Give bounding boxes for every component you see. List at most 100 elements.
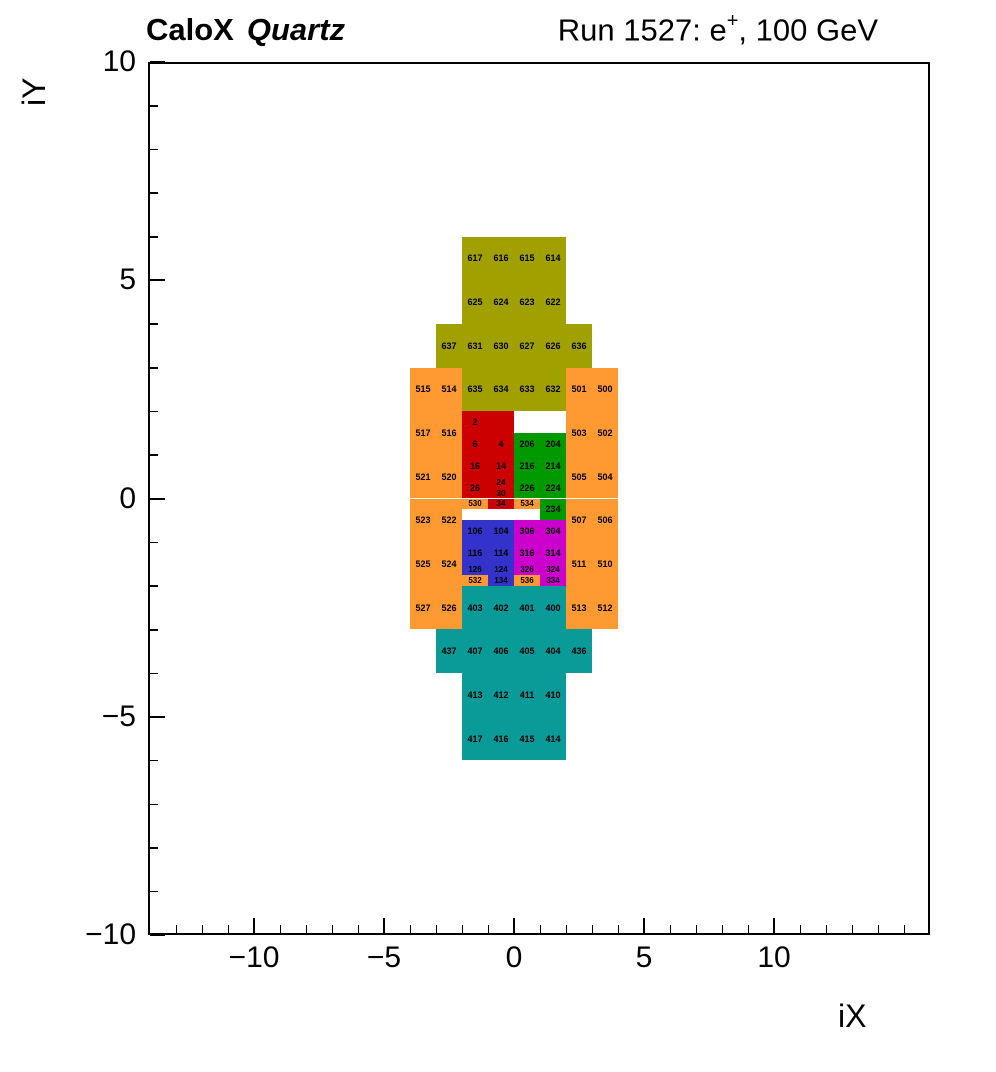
detector-cell-216: 216 [514, 454, 540, 477]
detector-cell-234: 234 [540, 498, 566, 521]
detector-cell-626: 626 [540, 323, 566, 368]
detector-cell-405: 405 [514, 629, 540, 674]
detector-cell-416: 416 [488, 716, 514, 761]
detector-cell-521: 521 [410, 454, 436, 499]
y-axis-minor-tick [150, 628, 158, 631]
detector-cell-515: 515 [410, 367, 436, 412]
y-axis-major-tick [150, 934, 165, 936]
x-axis-minor-tick [565, 925, 568, 933]
x-axis-minor-tick [825, 925, 828, 933]
detector-cell-513: 513 [566, 585, 592, 630]
plot-title-right: Run 1527: e+, 100 GeV [558, 10, 878, 48]
detector-cell-616: 616 [488, 236, 514, 281]
detector-cell-632: 632 [540, 367, 566, 412]
detector-cell-622: 622 [540, 280, 566, 324]
detector-cell-517: 517 [410, 411, 436, 455]
x-axis-minor-tick [461, 925, 464, 933]
y-axis-minor-tick [150, 410, 158, 413]
x-axis-major-tick [253, 918, 255, 933]
detector-cell-411: 411 [514, 673, 540, 717]
detector-name: Quartz [246, 12, 346, 47]
detector-cell-506: 506 [592, 498, 618, 543]
detector-cell-502: 502 [592, 411, 618, 455]
detector-cell-412: 412 [488, 673, 514, 717]
detector-cell-24: 24 [488, 476, 514, 488]
detector-cell-417: 417 [462, 716, 488, 761]
detector-cell-400: 400 [540, 585, 566, 630]
x-axis-major-tick [643, 918, 645, 933]
detector-cell-206: 206 [514, 433, 540, 455]
detector-cell-404: 404 [540, 629, 566, 674]
detector-cell-615: 615 [514, 236, 540, 281]
detector-cell-413: 413 [462, 673, 488, 717]
y-axis-tick-label: 5 [119, 263, 136, 297]
y-axis-minor-tick [150, 148, 158, 151]
detector-cell-523: 523 [410, 498, 436, 543]
x-axis-tick-label: 5 [635, 941, 653, 974]
x-axis-tick-label: 10 [757, 941, 791, 974]
x-axis-major-tick [383, 918, 385, 933]
detector-cell-527: 527 [410, 585, 436, 630]
detector-cell-116: 116 [462, 542, 488, 564]
detector-cell-406: 406 [488, 629, 514, 674]
detector-cell-500: 500 [592, 367, 618, 412]
detector-cell-636: 636 [566, 323, 592, 368]
detector-cell-304: 304 [540, 520, 566, 543]
detector-cell-526: 526 [436, 585, 462, 630]
x-axis-minor-tick [409, 925, 412, 933]
x-axis-minor-tick [201, 925, 204, 933]
detector-cell-126: 126 [462, 563, 488, 575]
detector-cell-124: 124 [488, 563, 514, 575]
x-axis-minor-tick [721, 925, 724, 933]
y-axis-minor-tick [150, 585, 158, 587]
detector-cell-525: 525 [410, 542, 436, 586]
detector-cell-510: 510 [592, 542, 618, 586]
detector-cell-14: 14 [488, 454, 514, 477]
detector-cell-522: 522 [436, 498, 462, 543]
detector-cell-316: 316 [514, 542, 540, 564]
x-axis-minor-tick [799, 925, 802, 933]
plot-title-left: CaloX Quartz [146, 12, 345, 48]
detector-cell-334: 334 [540, 574, 566, 586]
y-axis-tick-label: 10 [102, 45, 136, 78]
detector-cell-34: 34 [488, 498, 514, 510]
detector-cell-134: 134 [488, 574, 514, 586]
detector-cell-511: 511 [566, 542, 592, 586]
y-axis-tick-label: 0 [119, 481, 136, 515]
detector-cell-637: 637 [436, 323, 462, 368]
x-axis-major-tick [513, 918, 515, 933]
x-axis-minor-tick [331, 925, 334, 933]
detector-cell-630: 630 [488, 323, 514, 368]
detector-cell-614: 614 [540, 236, 566, 281]
detector-cell-104: 104 [488, 520, 514, 543]
detector-cell-536: 536 [514, 574, 540, 586]
detector-cell-114: 114 [488, 542, 514, 564]
detector-cell-532: 532 [462, 574, 488, 586]
y-axis-minor-tick [150, 367, 158, 369]
detector-cell-306: 306 [514, 520, 540, 543]
detector-cell-634: 634 [488, 367, 514, 412]
y-axis-tick-label: −10 [85, 918, 136, 951]
detector-cell-30: 30 [488, 487, 514, 499]
x-axis-minor-tick [617, 925, 620, 933]
y-axis-major-tick [150, 61, 165, 63]
detector-cell-505: 505 [566, 454, 592, 499]
detector-cell-402: 402 [488, 585, 514, 630]
x-axis-tick-label: 0 [505, 941, 523, 974]
detector-cell-226: 226 [514, 476, 540, 499]
x-axis-title: iX [838, 998, 867, 1034]
detector-cell-625: 625 [462, 280, 488, 324]
detector-cell-407: 407 [462, 629, 488, 674]
detector-cell-224: 224 [540, 476, 566, 499]
x-axis-minor-tick [669, 925, 672, 933]
detector-cell-623: 623 [514, 280, 540, 324]
x-axis-minor-tick [487, 925, 490, 933]
detector-cell-415: 415 [514, 716, 540, 761]
detector-cell-503: 503 [566, 411, 592, 455]
detector-cell-26: 26 [462, 476, 488, 499]
detector-cell-436: 436 [566, 629, 592, 674]
detector-cell-501: 501 [566, 367, 592, 412]
y-axis-minor-tick [150, 759, 158, 762]
detector-cell-410: 410 [540, 673, 566, 717]
